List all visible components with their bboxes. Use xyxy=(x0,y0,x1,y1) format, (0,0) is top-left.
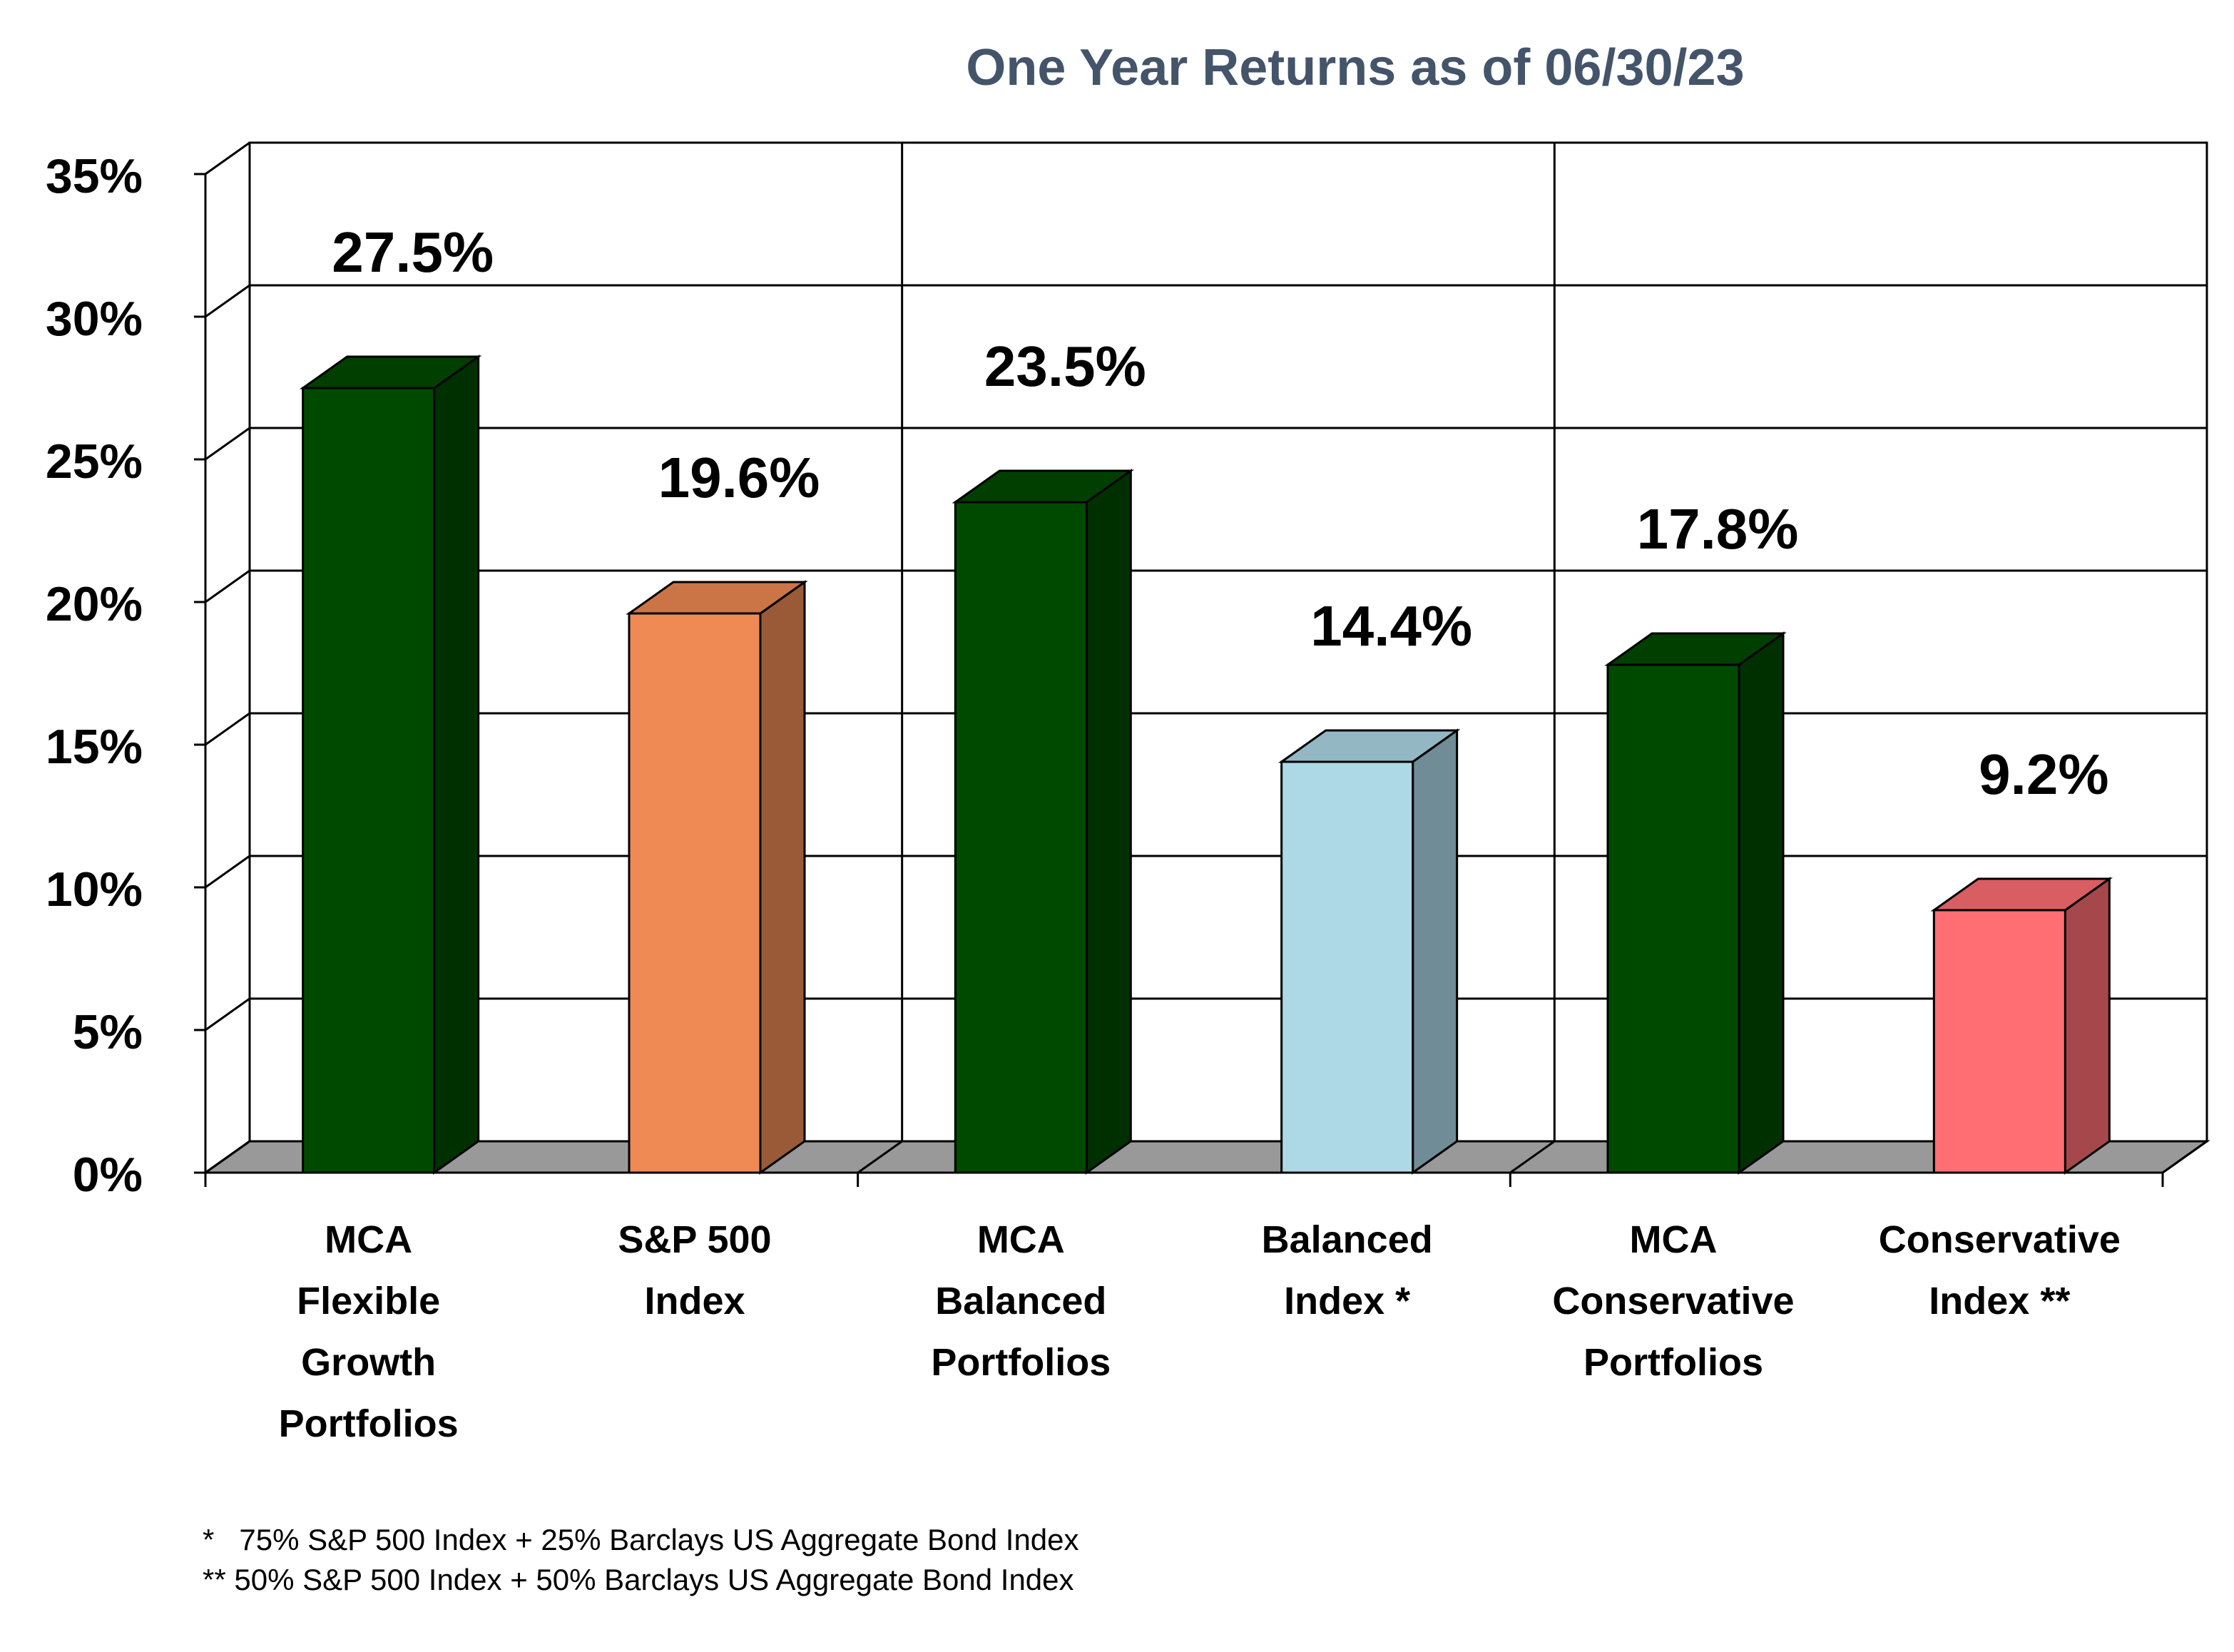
bar xyxy=(954,501,1088,1174)
value-label: 27.5% xyxy=(332,220,494,284)
bar xyxy=(1932,909,2066,1174)
y-tick-label: 25% xyxy=(46,434,143,489)
value-label: 14.4% xyxy=(1310,594,1472,658)
floor-divider xyxy=(1509,1140,1556,1174)
y-tick-label: 5% xyxy=(73,1005,143,1059)
grid-line-side xyxy=(205,855,250,889)
grid-line-side xyxy=(205,284,250,318)
y-tick-label: 20% xyxy=(46,577,143,631)
value-label: 9.2% xyxy=(1979,743,2108,806)
bar-side xyxy=(759,580,806,1175)
grid-line-side xyxy=(205,712,250,746)
grid-line-side xyxy=(205,141,250,175)
bar-side xyxy=(1738,631,1785,1175)
footnote: ** 50% S&P 500 Index + 50% Barclays US A… xyxy=(203,1563,1074,1596)
x-tick-label: S&P 500 Index xyxy=(618,1218,771,1322)
footnote: * 75% S&P 500 Index + 25% Barclays US Ag… xyxy=(203,1523,1079,1556)
bar xyxy=(302,387,436,1174)
bar-side xyxy=(1412,728,1459,1175)
y-tick-label: 15% xyxy=(46,720,143,774)
value-label: 19.6% xyxy=(658,446,820,509)
bar-side xyxy=(1085,469,1132,1175)
back-wall xyxy=(248,141,2208,1143)
bar xyxy=(628,612,762,1174)
value-label: 17.8% xyxy=(1637,497,1799,561)
bar xyxy=(1280,760,1414,1174)
bar xyxy=(1606,663,1740,1174)
bar-side xyxy=(433,355,480,1175)
x-tick-label: Balanced Index * xyxy=(1262,1218,1433,1322)
grid-line-side xyxy=(205,569,250,603)
y-tick-label: 30% xyxy=(46,292,143,346)
y-tick-label: 10% xyxy=(46,862,143,917)
x-tick-label: MCA Flexible Growth Portfolios xyxy=(279,1218,459,1445)
y-tick-label: 35% xyxy=(46,149,143,203)
floor-divider xyxy=(2162,1140,2208,1174)
x-tick-label: MCA Conservative Portfolios xyxy=(1552,1218,1794,1384)
grid-line-side xyxy=(205,997,250,1031)
grid-line-side xyxy=(205,427,250,461)
x-tick-label: Conservative Index ** xyxy=(1879,1218,2121,1322)
bar-side xyxy=(2064,877,2111,1175)
x-tick-label: MCA Balanced Portfolios xyxy=(931,1218,1111,1384)
value-label: 23.5% xyxy=(984,335,1146,398)
y-tick-label: 0% xyxy=(73,1148,143,1202)
floor xyxy=(202,1140,2210,1174)
floor-divider xyxy=(205,1140,250,1174)
chart-title: One Year Returns as of 06/30/23 xyxy=(966,39,1744,96)
floor-divider xyxy=(857,1140,903,1174)
